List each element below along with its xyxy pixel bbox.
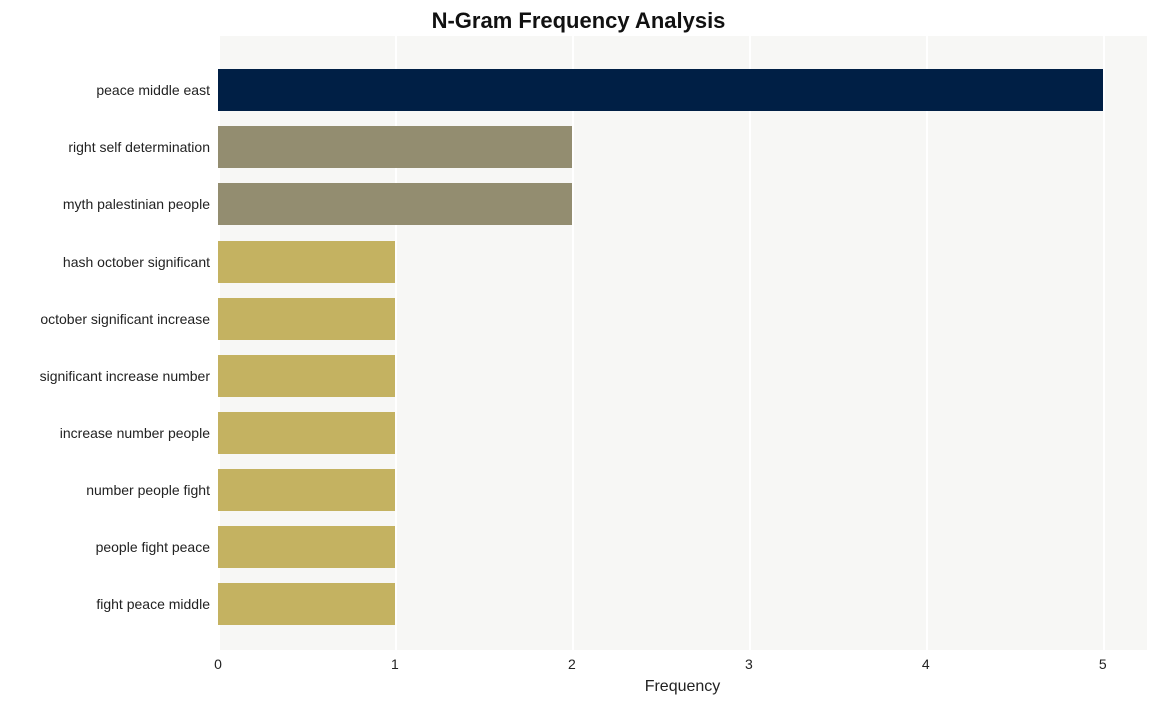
bar (218, 183, 572, 225)
y-tick-label: right self determination (68, 139, 218, 155)
y-tick-label: peace middle east (96, 82, 218, 98)
y-tick-label: people fight peace (96, 539, 218, 555)
y-tick-label: myth palestinian people (63, 196, 218, 212)
y-tick-label: october significant increase (40, 311, 218, 327)
gridline (572, 36, 574, 650)
x-tick: 3 (745, 650, 753, 672)
bar (218, 298, 395, 340)
bar (218, 412, 395, 454)
x-tick: 2 (568, 650, 576, 672)
bar (218, 241, 395, 283)
y-tick-label: significant increase number (40, 368, 218, 384)
bar (218, 69, 1103, 111)
bar (218, 126, 572, 168)
ngram-frequency-chart: N-Gram Frequency Analysis 012345peace mi… (0, 0, 1157, 701)
y-tick-label: hash october significant (63, 254, 218, 270)
gridline (749, 36, 751, 650)
bar (218, 526, 395, 568)
x-tick: 0 (214, 650, 222, 672)
plot-area: 012345peace middle eastright self determ… (218, 36, 1147, 650)
y-tick-label: fight peace middle (96, 596, 218, 612)
x-tick: 1 (391, 650, 399, 672)
bar (218, 583, 395, 625)
y-tick-label: increase number people (60, 425, 218, 441)
bar (218, 355, 395, 397)
gridline (1103, 36, 1105, 650)
x-tick: 4 (922, 650, 930, 672)
bar (218, 469, 395, 511)
gridline (926, 36, 928, 650)
chart-title: N-Gram Frequency Analysis (0, 8, 1157, 34)
x-axis-label: Frequency (218, 678, 1147, 696)
y-tick-label: number people fight (86, 482, 218, 498)
x-tick: 5 (1099, 650, 1107, 672)
